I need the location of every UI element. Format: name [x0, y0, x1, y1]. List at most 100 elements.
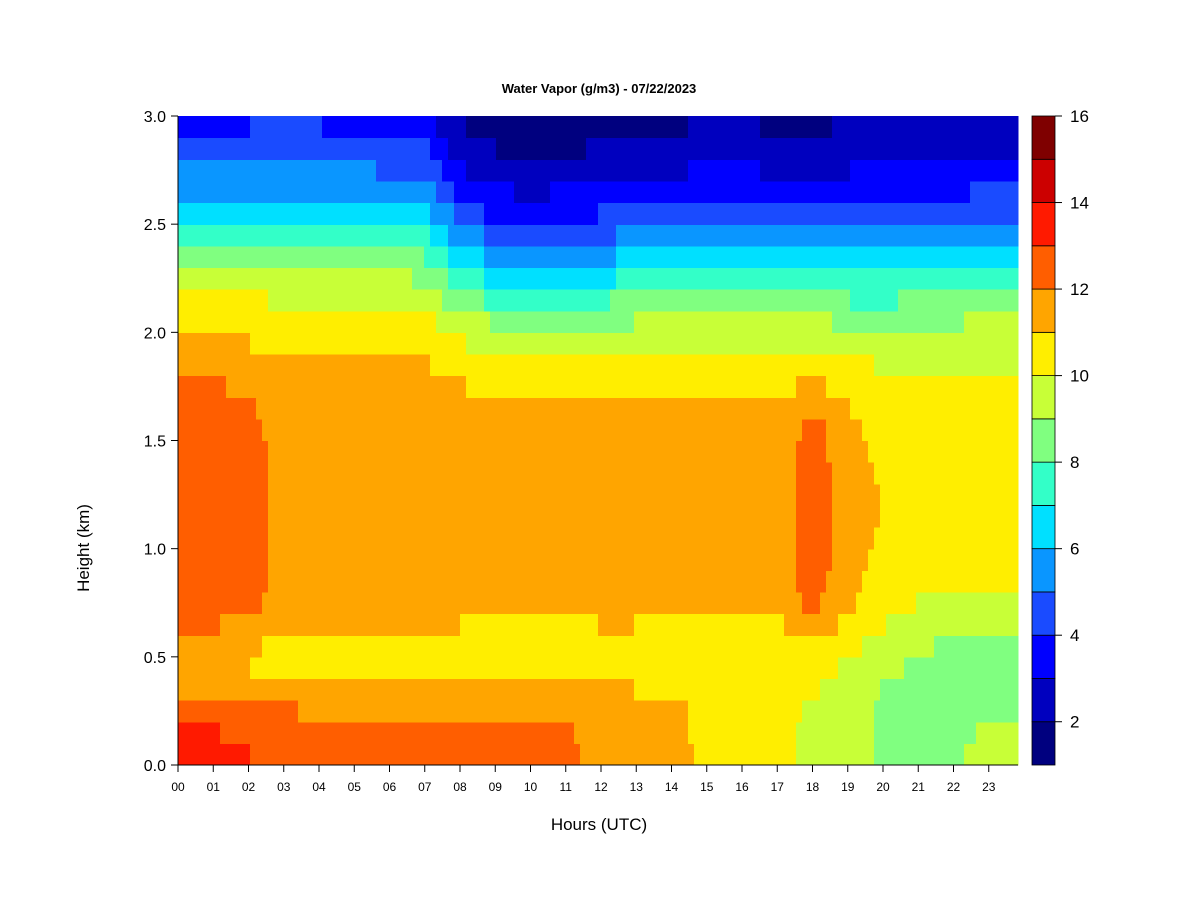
- heatmap-cell: [346, 397, 353, 420]
- heatmap-cell: [748, 570, 755, 593]
- heatmap-cell: [250, 289, 257, 312]
- heatmap-cell: [760, 570, 767, 593]
- heatmap-cell: [376, 267, 383, 290]
- heatmap-cell: [808, 332, 815, 355]
- heatmap-cell: [280, 397, 287, 420]
- heatmap-cell: [718, 397, 725, 420]
- heatmap-cell: [844, 418, 851, 442]
- heatmap-cell: [292, 700, 299, 723]
- heatmap-cell: [784, 721, 791, 744]
- heatmap-cell: [994, 462, 1001, 485]
- heatmap-cell: [532, 397, 539, 420]
- heatmap-cell: [238, 332, 245, 355]
- heatmap-cell: [1000, 505, 1007, 528]
- heatmap-cell: [838, 310, 845, 333]
- heatmap-cell: [772, 505, 779, 528]
- heatmap-cell: [424, 721, 431, 744]
- heatmap-cell: [400, 613, 407, 636]
- heatmap-cell: [430, 289, 437, 312]
- heatmap-cell: [286, 743, 293, 766]
- heatmap-cell: [298, 613, 305, 636]
- heatmap-cell: [706, 245, 713, 269]
- heatmap-cell: [382, 505, 389, 528]
- heatmap-cell: [604, 700, 611, 723]
- heatmap-cell: [598, 656, 605, 680]
- heatmap-cell: [958, 613, 965, 636]
- heatmap-cell: [646, 137, 653, 160]
- heatmap-cell: [358, 721, 365, 744]
- heatmap-cell: [484, 635, 491, 658]
- heatmap-cell: [646, 180, 653, 204]
- heatmap-cell: [376, 375, 383, 398]
- heatmap-cell: [904, 310, 911, 333]
- heatmap-cell: [718, 310, 725, 333]
- heatmap-cell: [460, 180, 467, 204]
- heatmap-cell: [838, 159, 845, 182]
- heatmap-cell: [400, 202, 407, 225]
- heatmap-cell: [574, 700, 581, 723]
- y-tick-label: 2.0: [144, 325, 166, 342]
- heatmap-cell: [682, 527, 689, 550]
- heatmap-cell: [244, 180, 251, 204]
- heatmap-cell: [856, 700, 863, 723]
- heatmap-cell: [814, 245, 821, 269]
- heatmap-cell: [670, 224, 677, 247]
- heatmap-cell: [262, 137, 269, 160]
- heatmap-cell: [844, 743, 851, 766]
- heatmap-cell: [670, 159, 677, 182]
- heatmap-cell: [826, 397, 833, 420]
- heatmap-cell: [220, 418, 227, 442]
- heatmap-cell: [526, 224, 533, 247]
- heatmap-cell: [232, 224, 239, 247]
- heatmap-cell: [304, 289, 311, 312]
- heatmap-cell: [544, 700, 551, 723]
- heatmap-cell: [556, 397, 563, 420]
- heatmap-cell: [724, 591, 731, 615]
- heatmap-cell: [742, 743, 749, 766]
- heatmap-cell: [628, 245, 635, 269]
- heatmap-cell: [784, 418, 791, 442]
- heatmap-cell: [184, 635, 191, 658]
- heatmap-cell: [250, 548, 257, 571]
- heatmap-cell: [700, 245, 707, 269]
- heatmap-cell: [856, 635, 863, 658]
- heatmap-cell: [250, 397, 257, 420]
- heatmap-cell: [868, 656, 875, 680]
- heatmap-cell: [676, 353, 683, 377]
- heatmap-cell: [292, 570, 299, 593]
- heatmap-cell: [316, 613, 323, 636]
- heatmap-cell: [724, 483, 731, 506]
- heatmap-cell: [298, 224, 305, 247]
- heatmap-cell: [292, 656, 299, 680]
- heatmap-cell: [928, 180, 935, 204]
- heatmap-cell: [820, 289, 827, 312]
- heatmap-cell: [328, 678, 335, 701]
- heatmap-cell: [850, 202, 857, 225]
- heatmap-cell: [550, 743, 557, 766]
- heatmap-cell: [676, 483, 683, 506]
- heatmap-cell: [760, 548, 767, 571]
- heatmap-cell: [310, 418, 317, 442]
- heatmap-cell: [400, 397, 407, 420]
- heatmap-cell: [850, 721, 857, 744]
- heatmap-cell: [718, 613, 725, 636]
- heatmap-cell: [430, 505, 437, 528]
- heatmap-cell: [886, 548, 893, 571]
- heatmap-cell: [766, 159, 773, 182]
- heatmap-cell: [448, 505, 455, 528]
- heatmap-cell: [994, 202, 1001, 225]
- heatmap-cell: [238, 721, 245, 744]
- heatmap-cell: [724, 678, 731, 701]
- heatmap-cell: [886, 180, 893, 204]
- heatmap-cell: [328, 224, 335, 247]
- heatmap-cell: [544, 397, 551, 420]
- heatmap-cell: [610, 656, 617, 680]
- heatmap-cell: [892, 505, 899, 528]
- heatmap-cell: [706, 397, 713, 420]
- heatmap-cell: [976, 440, 983, 463]
- heatmap-cell: [676, 527, 683, 550]
- heatmap-cell: [412, 591, 419, 615]
- heatmap-cell: [286, 678, 293, 701]
- heatmap-cell: [256, 721, 263, 744]
- heatmap-cell: [310, 613, 317, 636]
